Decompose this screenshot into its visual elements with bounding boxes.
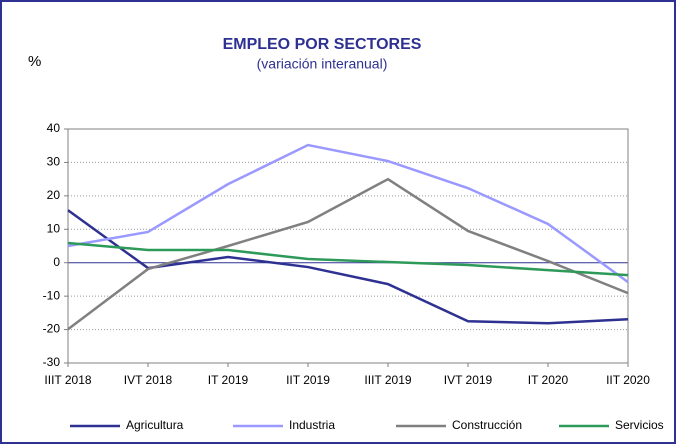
y-tick-label: -20: [43, 322, 61, 336]
legend-label: Agricultura: [126, 418, 184, 432]
x-tick-label: IT 2019: [208, 373, 249, 387]
y-tick-label: -30: [43, 355, 61, 369]
x-tick-label: IIIT 2018: [44, 373, 91, 387]
x-tick-label: IIT 2020: [606, 373, 650, 387]
y-tick-label: -10: [43, 288, 61, 302]
series-line: [67, 177, 629, 331]
chart-title: EMPLEO POR SECTORES: [223, 36, 422, 53]
x-tick-label: IIT 2019: [286, 373, 330, 387]
legend-label: Construcción: [452, 418, 522, 432]
y-tick-label: 40: [47, 121, 61, 135]
y-tick-label: 30: [47, 155, 61, 169]
y-axis-label: %: [28, 53, 41, 70]
x-tick-label: IVT 2019: [444, 373, 493, 387]
y-tick-label: 20: [47, 188, 61, 202]
series-line: [67, 143, 629, 284]
legend-label: Servicios: [615, 418, 664, 432]
x-tick-label: IVT 2018: [124, 373, 173, 387]
chart-subtitle: (variación interanual): [257, 56, 388, 72]
x-tick-label: IT 2020: [528, 373, 569, 387]
series-line: [67, 241, 629, 277]
legend-label: Industria: [289, 418, 335, 432]
y-tick-label: 10: [47, 221, 61, 235]
x-tick-label: IIIT 2019: [364, 373, 411, 387]
y-tick-label: 0: [53, 255, 60, 269]
